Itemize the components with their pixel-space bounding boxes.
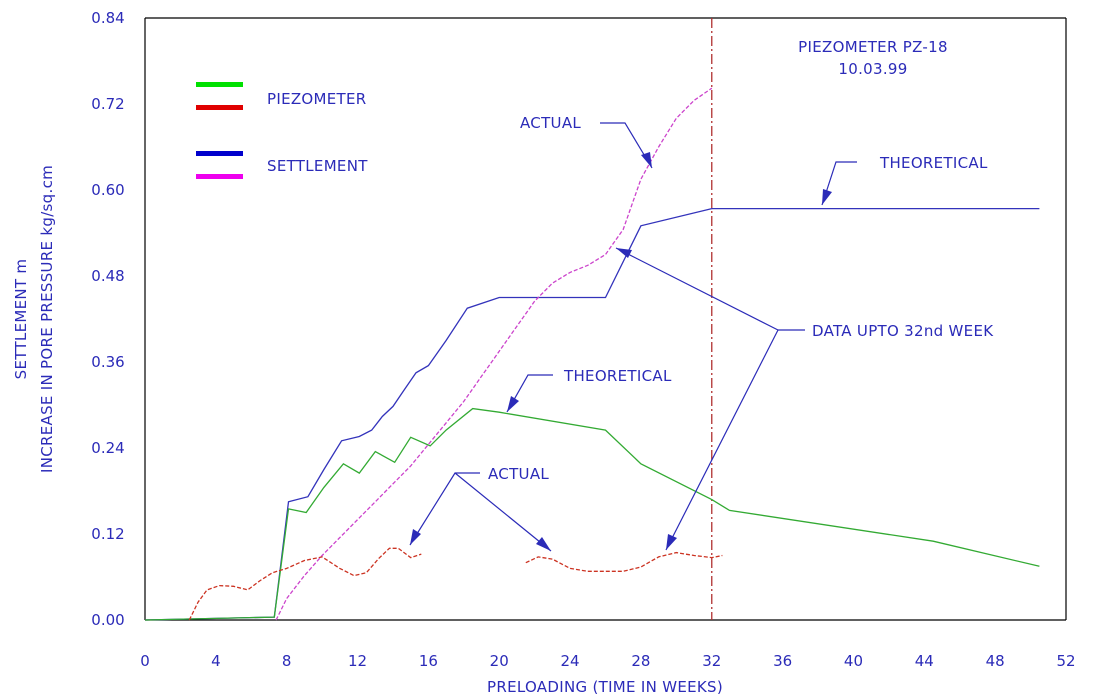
x-tick-label: 52 (1056, 652, 1075, 670)
arrowhead-actual-piezometer (410, 529, 421, 545)
arrowhead-actual-settlement (641, 152, 652, 168)
chart-title: PIEZOMETER PZ-18 (798, 38, 948, 56)
chart-subtitle: 10.03.99 (838, 60, 907, 78)
y-tick-labels: 0.00 0.12 0.24 0.36 0.48 0.60 0.72 0.84 (91, 9, 124, 629)
annotation-leader-data-upto-to-settlement (615, 247, 779, 331)
y-tick-label: 0.24 (91, 439, 124, 457)
legend-swatch-settlement-actual (196, 174, 243, 179)
series-piezometer-theoretical (144, 407, 1040, 621)
legend: PIEZOMETER SETTLEMENT (196, 82, 368, 179)
x-tick-label: 32 (702, 652, 721, 670)
annotation-data-upto-32nd-week: DATA UPTO 32nd WEEK (812, 322, 994, 340)
arrowhead-data-upto-piezometer (666, 534, 677, 550)
annotation-leader-actual-settlement (600, 122, 653, 169)
annotation-leader-data-upto-to-piezometer (665, 329, 779, 551)
x-tick-label: 40 (844, 652, 863, 670)
annotation-leader-theoretical-piezometer (506, 374, 553, 413)
x-tick-label: 12 (348, 652, 367, 670)
y-axis-label-line2: INCREASE IN PORE PRESSURE kg/sq.cm (38, 165, 56, 473)
legend-label-settlement: SETTLEMENT (267, 157, 368, 175)
annotation-arrowheads (410, 152, 832, 551)
x-tick-label: 48 (986, 652, 1005, 670)
series-settlement-actual (275, 87, 713, 621)
series-layer (144, 87, 1040, 621)
y-axis-label-line1: SETTLEMENT m (12, 259, 30, 380)
annotation-theoretical-settlement: THEORETICAL (879, 154, 988, 172)
y-tick-label: 0.36 (91, 353, 124, 371)
arrowhead-actual-piezometer-2 (536, 537, 551, 551)
y-tick-label: 0.00 (91, 611, 124, 629)
series-piezometer-actual-segment-2 (525, 551, 723, 572)
x-tick-label: 16 (419, 652, 438, 670)
annotation-leader-actual-piezometer-2 (454, 472, 552, 552)
legend-swatch-settlement-theoretical (196, 151, 243, 156)
arrowhead-theoretical-piezometer (507, 396, 519, 412)
x-tick-label: 8 (282, 652, 292, 670)
annotation-actual-piezometer: ACTUAL (488, 465, 549, 483)
y-tick-label: 0.12 (91, 525, 124, 543)
series-settlement-theoretical (144, 207, 1040, 621)
arrowhead-theoretical-settlement (822, 189, 832, 205)
y-tick-label: 0.72 (91, 95, 124, 113)
x-tick-label: 36 (773, 652, 792, 670)
annotation-leader-theoretical-settlement (821, 161, 857, 206)
x-tick-labels: 0 4 8 12 16 20 24 28 32 36 40 44 48 52 (140, 652, 1075, 670)
x-tick-label: 20 (490, 652, 509, 670)
annotation-theoretical-piezometer: THEORETICAL (563, 367, 672, 385)
annotation-actual-settlement: ACTUAL (520, 114, 581, 132)
y-tick-label: 0.48 (91, 267, 124, 285)
x-tick-label: 44 (915, 652, 934, 670)
arrowhead-data-upto-settlement (616, 248, 632, 258)
y-tick-label: 0.84 (91, 9, 124, 27)
annotations (409, 122, 857, 552)
legend-swatch-piezometer-theoretical (196, 82, 243, 87)
chart-title-block: PIEZOMETER PZ-18 10.03.99 (798, 38, 948, 78)
x-tick-label: 28 (631, 652, 650, 670)
x-axis-label: PRELOADING (TIME IN WEEKS) (487, 678, 723, 696)
plot-frame (144, 17, 1067, 621)
y-tick-label: 0.60 (91, 181, 124, 199)
x-tick-label: 4 (211, 652, 221, 670)
x-tick-label: 24 (561, 652, 580, 670)
legend-label-piezometer: PIEZOMETER (267, 90, 367, 108)
series-piezometer-actual-segment-1 (188, 547, 422, 621)
x-tick-label: 0 (140, 652, 150, 670)
legend-swatch-piezometer-actual (196, 105, 243, 110)
